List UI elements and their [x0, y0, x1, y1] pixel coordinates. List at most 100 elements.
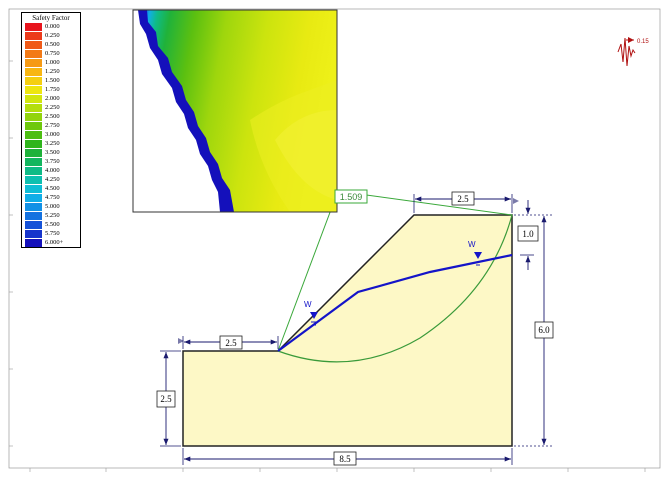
water-marker-right: W — [468, 240, 482, 266]
legend-entry: 4.500 — [25, 185, 79, 193]
legend-value: 4.250 — [45, 176, 60, 183]
legend-value: 5.500 — [45, 221, 60, 228]
legend-entry: 5.250 — [25, 212, 79, 220]
safety-factor-box — [334, 189, 368, 204]
legend-value: 3.500 — [45, 149, 60, 156]
legend-entry: 2.500 — [25, 113, 79, 121]
legend-swatch — [25, 122, 42, 130]
dim-total-width: 8.5 — [182, 448, 513, 466]
crest-boundary-marker — [513, 198, 519, 204]
legend-swatch — [25, 32, 42, 40]
legend-swatch — [25, 113, 42, 121]
legend-swatch — [25, 104, 42, 112]
dim-toe-width: 2.5 — [182, 335, 279, 350]
legend-value: 2.750 — [45, 122, 60, 129]
legend-value: 2.250 — [45, 104, 60, 111]
dim-crest-width: 2.5 — [413, 191, 513, 213]
legend-entry: 3.250 — [25, 140, 79, 148]
legend-entry: 2.250 — [25, 104, 79, 112]
legend-swatch — [25, 68, 42, 76]
legend-swatch — [25, 212, 42, 220]
legend-value: 6.000+ — [45, 239, 64, 246]
legend-swatch — [25, 59, 42, 67]
callout-line-left — [277, 198, 336, 352]
legend-swatch — [25, 50, 42, 58]
legend-value: 5.250 — [45, 212, 60, 219]
legend-value: 4.500 — [45, 185, 60, 192]
legend-entry: 1.500 — [25, 77, 79, 85]
water-marker-left: W — [304, 300, 318, 326]
dim-total-height: 6.0 — [514, 214, 554, 447]
legend-entry: 5.000 — [25, 203, 79, 211]
legend-swatch — [25, 194, 42, 202]
legend-entry: 0.500 — [25, 41, 79, 49]
seismic-coefficient-label: 0.15 — [637, 39, 649, 45]
safety-factor-label: 1.509 — [340, 192, 363, 202]
legend-entry: 3.750 — [25, 158, 79, 166]
legend-swatch — [25, 140, 42, 148]
legend-value: 0.000 — [45, 23, 60, 30]
legend-value: 1.250 — [45, 68, 60, 75]
water-marker-left-label: W — [304, 300, 312, 309]
legend-value: 4.750 — [45, 194, 60, 201]
legend-swatch — [25, 230, 42, 238]
dim-toe-height: 2.5 — [156, 350, 181, 447]
toe-boundary-marker — [178, 338, 184, 344]
legend-swatch — [25, 158, 42, 166]
legend-value: 3.750 — [45, 158, 60, 165]
dim-total-width-label: 8.5 — [339, 454, 351, 464]
legend-entry: 6.000+ — [25, 239, 79, 247]
bottom-ruler — [29, 468, 646, 472]
legend-value: 1.000 — [45, 59, 60, 66]
legend-entry: 1.250 — [25, 68, 79, 76]
legend-value: 1.750 — [45, 86, 60, 93]
legend-swatch — [25, 77, 42, 85]
legend-entry: 1.000 — [25, 59, 79, 67]
legend-swatch — [25, 176, 42, 184]
legend-entry: 3.500 — [25, 149, 79, 157]
legend-entry: 4.250 — [25, 176, 79, 184]
legend-value: 2.500 — [45, 113, 60, 120]
legend-swatch — [25, 149, 42, 157]
legend-swatch — [25, 203, 42, 211]
legend-entry: 1.750 — [25, 86, 79, 94]
legend-value: 0.750 — [45, 50, 60, 57]
legend-value: 0.500 — [45, 41, 60, 48]
dim-toe-width-label: 2.5 — [225, 338, 237, 348]
dim-crest-width-label: 2.5 — [457, 194, 469, 204]
legend-entry: 2.000 — [25, 95, 79, 103]
legend-swatch — [25, 131, 42, 139]
legend-value: 4.000 — [45, 167, 60, 174]
water-table-line[interactable] — [277, 253, 513, 352]
left-ruler — [9, 60, 13, 447]
legend-entry: 2.750 — [25, 122, 79, 130]
dim-top-offset: 1.0 — [517, 200, 539, 270]
dim-total-height-label: 6.0 — [538, 325, 550, 335]
legend-entry: 4.750 — [25, 194, 79, 202]
legend-entry: 0.250 — [25, 32, 79, 40]
contour-inset[interactable] — [133, 10, 337, 212]
legend-swatch — [25, 239, 42, 247]
legend-value: 0.250 — [45, 32, 60, 39]
legend-value: 2.000 — [45, 95, 60, 102]
legend-entry: 5.750 — [25, 230, 79, 238]
legend-swatch — [25, 185, 42, 193]
legend-swatch — [25, 41, 42, 49]
drawing-frame — [8, 8, 661, 469]
legend-swatch — [25, 23, 42, 31]
legend-entry: 5.500 — [25, 221, 79, 229]
legend-swatch — [25, 167, 42, 175]
dim-top-offset-label: 1.0 — [522, 229, 534, 239]
legend-entry: 0.750 — [25, 50, 79, 58]
legend-value: 5.750 — [45, 230, 60, 237]
soil-region[interactable] — [182, 214, 513, 447]
seismic-load-icon[interactable]: 0.15 — [617, 37, 649, 67]
contour-inset-frame — [132, 9, 338, 213]
legend-value: 5.000 — [45, 203, 60, 210]
legend-value: 3.250 — [45, 140, 60, 147]
water-marker-right-label: W — [468, 240, 476, 249]
legend-entry: 4.000 — [25, 167, 79, 175]
legend-value: 3.000 — [45, 131, 60, 138]
legend-swatch — [25, 86, 42, 94]
